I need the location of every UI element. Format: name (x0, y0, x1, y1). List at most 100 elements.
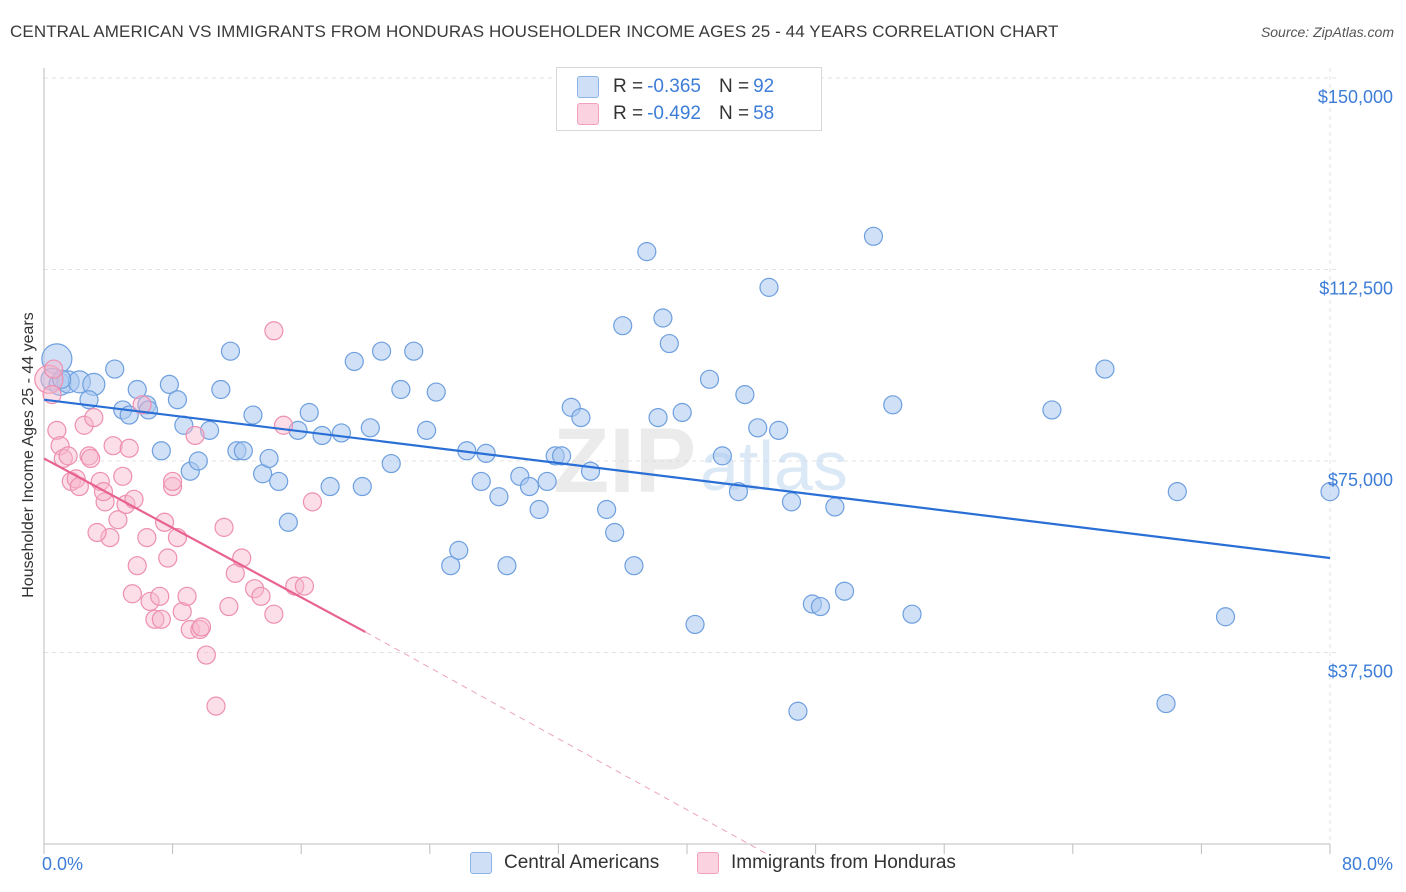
data-point-honduras (206, 696, 226, 716)
data-point-central-americans (659, 333, 679, 354)
data-point-honduras (219, 596, 239, 617)
data-point-honduras (124, 489, 144, 509)
bottom-legend-honduras: Immigrants from Honduras (697, 852, 956, 874)
data-point-honduras (140, 591, 160, 612)
y-tick-label: $75,000 (1328, 470, 1393, 490)
series-immigrants-from-honduras (34, 321, 323, 716)
legend-r-label: R = (613, 76, 644, 97)
data-point-honduras (84, 407, 104, 428)
trend-line-honduras (43, 457, 367, 634)
data-point-honduras (163, 476, 183, 497)
data-point-central-americans (352, 476, 372, 497)
data-point-central-americans (259, 448, 279, 469)
data-point-central-americans (426, 382, 446, 402)
data-point-honduras (103, 436, 123, 456)
data-point-central-americans (211, 379, 231, 400)
data-point-central-americans (52, 369, 72, 389)
bottom-legend-swatch-pink (697, 852, 719, 874)
watermark: ZIP atlas (553, 410, 848, 512)
data-point-central-americans (735, 385, 755, 405)
data-point-central-americans (788, 701, 808, 721)
data-point-central-americans (199, 420, 220, 440)
watermark-atlas: atlas (700, 427, 848, 505)
data-point-central-americans (637, 242, 657, 262)
axes (43, 68, 1331, 854)
data-point-central-americans (597, 499, 617, 520)
data-point-central-americans (381, 453, 401, 474)
data-point-central-americans (344, 351, 364, 372)
data-point-central-americans (269, 471, 289, 492)
legend-r-label: R = (613, 103, 644, 124)
legend-row-honduras: R = -0.492 N = 58 (577, 101, 774, 127)
data-point-central-americans (220, 341, 241, 361)
data-point-honduras (177, 586, 197, 606)
data-point-central-americans (769, 420, 789, 440)
y-tick-label: $150,000 (1318, 87, 1393, 107)
data-point-honduras (108, 510, 128, 530)
data-point-honduras (214, 517, 234, 537)
data-point-honduras (302, 492, 323, 512)
legend-n-label: N = (718, 103, 750, 124)
data-point-central-americans (883, 395, 903, 415)
data-point-central-americans (416, 420, 437, 440)
data-point-central-americans (759, 277, 779, 297)
data-point-central-americans (404, 341, 424, 361)
data-point-honduras (244, 579, 265, 599)
x-tick-label-max: 80.0% (1342, 854, 1393, 874)
data-point-honduras (158, 548, 178, 568)
data-point-central-americans (1215, 607, 1236, 627)
data-point-central-americans (537, 471, 557, 492)
data-point-central-americans (441, 556, 461, 576)
data-point-central-americans (699, 369, 720, 389)
data-point-central-americans (449, 540, 469, 560)
bottom-legend-swatch-blue (470, 852, 492, 874)
data-point-central-americans (489, 487, 509, 507)
legend-swatch-blue (577, 76, 599, 98)
data-point-central-americans (105, 359, 125, 379)
data-point-central-americans (1156, 693, 1176, 714)
data-point-central-americans (167, 390, 188, 410)
grid-lines (44, 68, 1336, 844)
data-point-central-americans (825, 497, 845, 517)
data-point-central-americans (529, 499, 549, 520)
legend-r-value: -0.365 (647, 76, 701, 97)
data-point-honduras (180, 619, 200, 640)
data-point-honduras (273, 415, 294, 435)
legend-n-value: 92 (753, 76, 775, 97)
data-point-central-americans (1042, 400, 1062, 420)
data-point-central-americans (299, 402, 319, 423)
data-point-central-americans (188, 451, 208, 471)
series-central-americans (40, 226, 1340, 721)
data-point-honduras (251, 586, 271, 606)
data-point-central-americans (748, 418, 768, 438)
data-point-central-americans (685, 614, 705, 635)
data-point-honduras (74, 415, 94, 435)
data-point-central-americans (127, 379, 147, 400)
correlation-legend: R = -0.365 N = 92 R = -0.492 N = 58 (556, 67, 822, 131)
data-point-honduras (163, 471, 183, 492)
data-point-central-americans (233, 441, 253, 461)
trend-line-honduras-extrapolated (365, 631, 768, 855)
legend-row-central-americans: R = -0.365 N = 92 (577, 74, 774, 100)
data-point-honduras (185, 425, 205, 446)
data-point-honduras (119, 438, 139, 458)
chart-title: CENTRAL AMERICAN VS IMMIGRANTS FROM HOND… (10, 22, 1059, 41)
data-point-central-americans (580, 461, 601, 481)
data-point-honduras (196, 645, 216, 665)
data-point-central-americans (728, 482, 749, 502)
data-point-central-americans (138, 400, 159, 420)
data-point-central-americans (781, 492, 802, 512)
data-point-honduras (122, 584, 143, 604)
data-point-central-americans (1320, 482, 1340, 502)
data-point-central-americans (552, 446, 572, 466)
data-point-central-americans (863, 226, 884, 246)
legend-n-label: N = (718, 76, 750, 97)
legend-swatch-pink (577, 103, 599, 125)
data-point-central-americans (278, 512, 298, 532)
data-point-central-americans (391, 379, 411, 400)
data-point-honduras (151, 609, 171, 629)
bottom-legend-central-americans: Central Americans (470, 852, 659, 874)
trend-line-central-americans (43, 398, 1331, 560)
data-point-central-americans (243, 405, 263, 425)
data-point-central-americans (571, 407, 591, 428)
